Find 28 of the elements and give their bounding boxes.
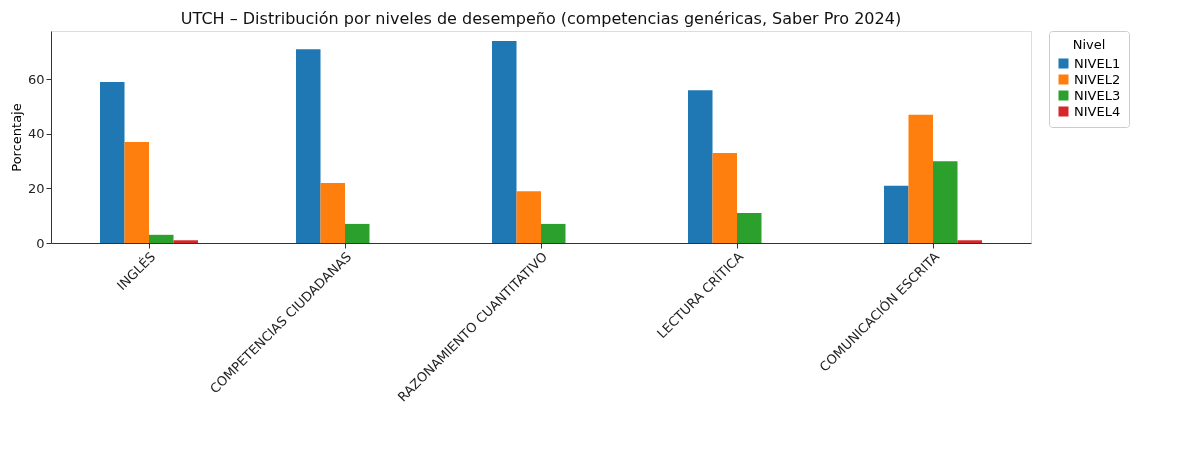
bar [688,90,713,243]
bar [933,161,958,243]
bar [492,41,517,243]
y-tick-label: 20 [27,180,45,196]
bar [149,234,174,243]
bar [124,142,149,243]
legend-label: NIVEL2 [1074,71,1121,87]
legend-label: NIVEL4 [1074,103,1121,119]
bar [957,240,982,243]
bar [100,82,125,243]
bar [320,182,345,243]
bar [908,114,933,243]
bar [737,212,762,243]
y-tick-label: 60 [27,71,45,87]
bar [516,191,541,243]
bar [296,49,321,243]
y-tick-label: 0 [36,235,45,251]
legend-title: Nivel [1072,37,1106,52]
bar [884,185,909,243]
bar [173,240,198,243]
bar [541,223,566,243]
bar [345,223,370,243]
legend-label: NIVEL1 [1074,55,1121,71]
chart-title: UTCH – Distribución por niveles de desempeño (competencias genéricas, Saber Pro 2024) [180,8,902,28]
legend-label: NIVEL3 [1074,87,1121,103]
bar [712,152,737,243]
y-axis-title: Porcentaje [8,103,24,172]
y-tick-label: 40 [27,126,45,142]
